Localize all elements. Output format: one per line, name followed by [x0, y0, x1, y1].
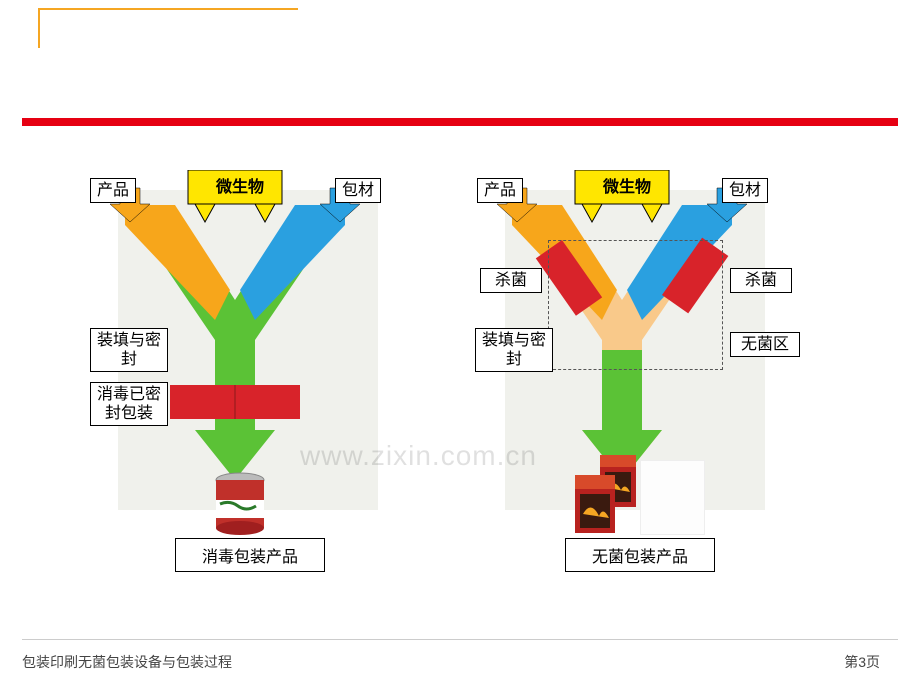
right-sterilize-right-label: 杀菌 — [730, 268, 792, 293]
left-disinfect-label: 消毒已密 封包装 — [90, 382, 168, 426]
right-material-label: 包材 — [722, 178, 768, 203]
right-fillseal-label: 装填与密 封 — [475, 328, 553, 372]
right-product-label: 产品 — [477, 178, 523, 203]
page-number: 第3页 — [844, 652, 880, 672]
right-sterilize-left-label: 杀菌 — [480, 268, 542, 293]
right-asepticzone-label: 无菌区 — [730, 332, 800, 357]
can-icon — [210, 470, 270, 540]
footer-divider — [22, 639, 898, 640]
right-bottom-label: 无菌包装产品 — [565, 538, 715, 572]
diagram-container: 产品 微生物 包材 装填与密 封 消毒已密 封包装 消毒包装产品 — [0, 160, 920, 600]
corner-accent-top — [38, 8, 298, 26]
left-bottom-label: 消毒包装产品 — [175, 538, 325, 572]
aseptic-zone-box — [548, 240, 723, 370]
white-box — [640, 460, 705, 535]
left-product-label: 产品 — [90, 178, 136, 203]
footer-title: 包装印刷无菌包装设备与包装过程 — [22, 652, 232, 672]
left-material-label: 包材 — [335, 178, 381, 203]
red-divider — [22, 118, 898, 126]
right-microbe-label: 微生物 — [597, 176, 657, 199]
left-microbe-label: 微生物 — [210, 176, 270, 199]
left-fillseal-label: 装填与密 封 — [90, 328, 168, 372]
watermark-text: www.zixin.com.cn — [300, 440, 537, 472]
